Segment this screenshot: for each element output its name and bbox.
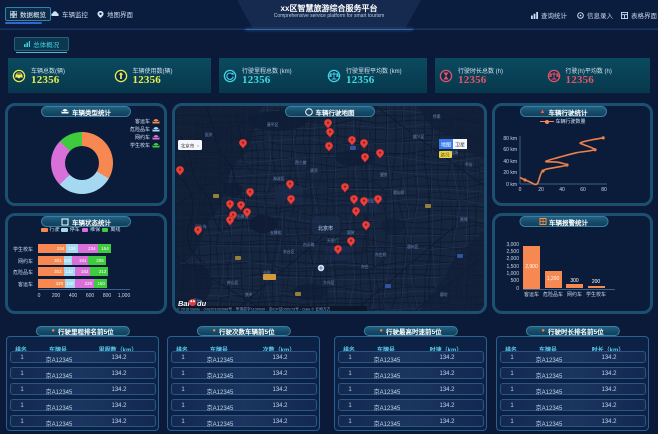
svg-text:亦庄桥: 亦庄桥	[375, 252, 387, 257]
svg-text:平谷: 平谷	[465, 162, 473, 167]
svg-text:大兴区: 大兴区	[323, 280, 335, 285]
svg-text:燕郊: 燕郊	[459, 217, 468, 222]
svg-text:通州区: 通州区	[407, 244, 419, 249]
svg-text:白云路: 白云路	[303, 242, 315, 247]
svg-text:酒仙桥: 酒仙桥	[393, 190, 405, 195]
svg-text:海淀区: 海淀区	[273, 176, 285, 181]
svg-text:延庆: 延庆	[204, 132, 213, 137]
svg-text:亦庄: 亦庄	[361, 264, 369, 269]
svg-text:国贸: 国贸	[347, 230, 355, 235]
svg-text:地图: 地图	[441, 142, 451, 149]
svg-text:望京: 望京	[380, 172, 388, 177]
svg-text:西三旗: 西三旗	[295, 160, 307, 165]
svg-text:v: v	[197, 143, 199, 148]
svg-text:北京市: 北京市	[181, 143, 195, 150]
svg-text:房山区: 房山区	[226, 280, 239, 285]
svg-text:丰台区: 丰台区	[283, 249, 295, 254]
svg-text:du: du	[197, 299, 207, 308]
svg-text:五棵松: 五棵松	[270, 230, 282, 235]
svg-text:天安门: 天安门	[327, 238, 339, 243]
svg-text:良乡: 良乡	[245, 292, 253, 297]
svg-text:路况: 路况	[441, 152, 450, 159]
svg-text:门头沟: 门头沟	[195, 224, 207, 229]
svg-text:怀柔: 怀柔	[433, 114, 441, 119]
svg-text:清河: 清河	[309, 168, 318, 173]
svg-text:北京市: 北京市	[318, 225, 333, 232]
svg-text:© 2018 Baidu - GS(2019)2088号 -: © 2018 Baidu - GS(2019)2088号 - 甲测资字11009…	[177, 307, 331, 312]
svg-text:长阳: 长阳	[263, 270, 271, 275]
svg-text:Bai: Bai	[178, 299, 191, 308]
svg-text:朝阳区: 朝阳区	[363, 198, 375, 203]
svg-text:涿州: 涿州	[192, 298, 201, 303]
svg-text:石景山: 石景山	[236, 214, 249, 219]
svg-text:卫星: 卫星	[455, 143, 465, 149]
svg-text:廊坊: 廊坊	[439, 292, 448, 297]
svg-text:顺义区: 顺义区	[413, 134, 425, 139]
svg-text:昌平区: 昌平区	[267, 122, 279, 127]
